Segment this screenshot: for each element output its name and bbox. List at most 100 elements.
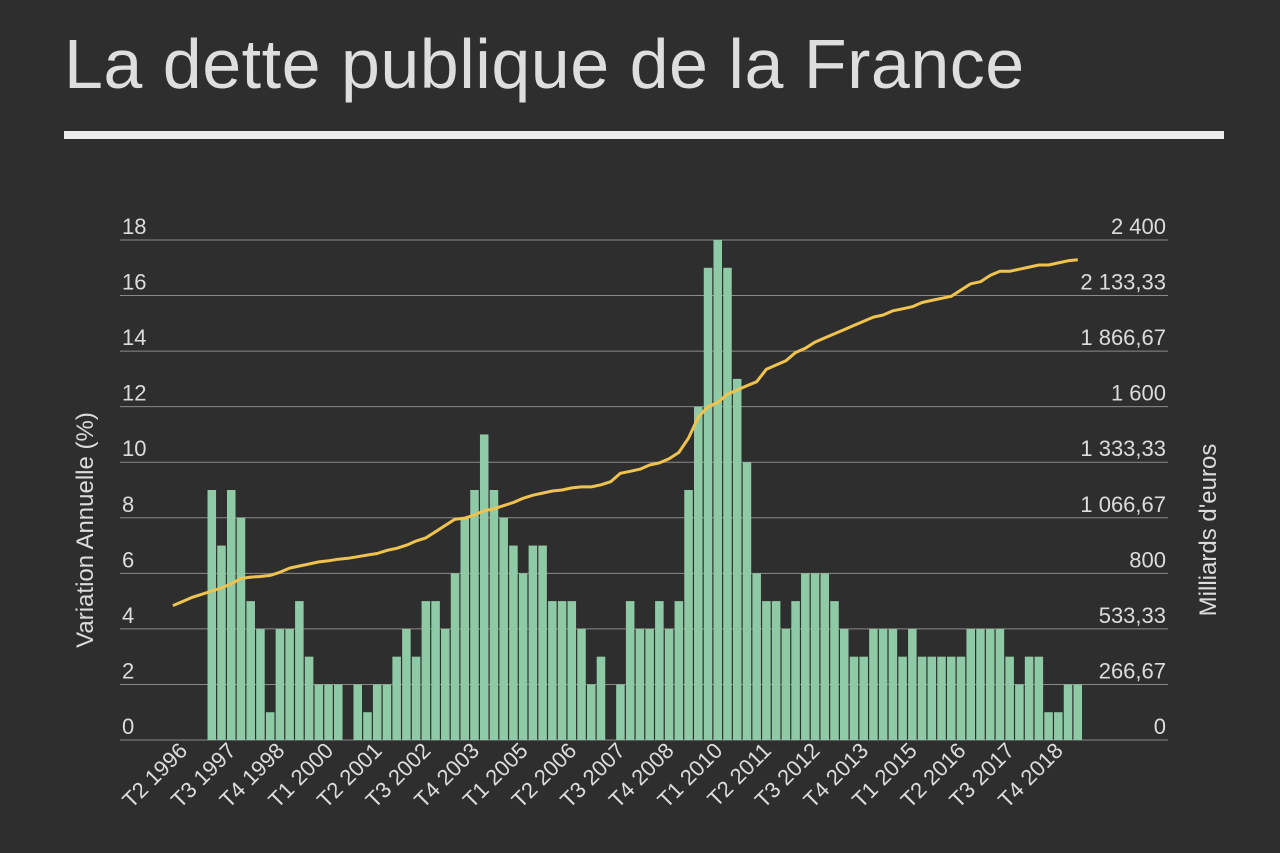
bar xyxy=(713,240,723,740)
bar xyxy=(917,656,927,740)
right-axis-ticks: 0 266,67 533,33 800 1 066,67 1 333,33 1 600 1 8… xyxy=(1080,214,1166,739)
bar xyxy=(839,628,849,740)
bar xyxy=(898,656,907,740)
title-divider xyxy=(64,131,1224,139)
bar xyxy=(450,573,460,740)
bar xyxy=(431,601,440,740)
bar xyxy=(470,490,479,740)
bar xyxy=(684,490,693,740)
bar xyxy=(635,628,645,740)
bar xyxy=(655,601,664,740)
bar xyxy=(1044,712,1053,740)
bar xyxy=(334,684,343,740)
bar xyxy=(314,684,324,740)
bar xyxy=(888,628,898,740)
bar xyxy=(411,656,421,740)
bar xyxy=(382,684,392,740)
bar xyxy=(742,462,752,740)
bar xyxy=(966,628,975,740)
y2-tick-label: 2 133,33 xyxy=(1080,270,1166,295)
y2-tick-label: 1 866,67 xyxy=(1080,325,1166,350)
y2-tick-label: 2 400 xyxy=(1111,214,1166,239)
bar xyxy=(1054,712,1063,740)
bar xyxy=(460,517,470,740)
bar xyxy=(694,406,703,740)
bar xyxy=(762,601,771,740)
y-tick-label: 8 xyxy=(122,492,134,517)
bar xyxy=(985,628,995,740)
bar xyxy=(363,712,372,740)
bar xyxy=(1063,684,1073,740)
bar xyxy=(995,628,1005,740)
page-title: La dette publique de la France xyxy=(64,25,1025,103)
y-tick-label: 16 xyxy=(122,270,146,295)
bar xyxy=(664,628,674,740)
bar xyxy=(295,601,304,740)
bar xyxy=(616,684,625,740)
y-tick-label: 2 xyxy=(122,658,134,683)
y-axis-label: Variation Annuelle (%) xyxy=(72,412,99,648)
bar xyxy=(1024,656,1034,740)
bar xyxy=(586,684,596,740)
bar xyxy=(392,656,401,740)
bar xyxy=(275,628,285,740)
debt-line-series xyxy=(172,258,1078,607)
bar xyxy=(518,573,528,740)
bar xyxy=(956,656,966,740)
y-tick-label: 4 xyxy=(122,603,134,628)
y2-tick-label: 533,33 xyxy=(1099,603,1166,628)
y-tick-label: 18 xyxy=(122,214,146,239)
debt-line xyxy=(172,258,1078,607)
bar xyxy=(781,628,791,740)
bar xyxy=(402,628,411,740)
bar xyxy=(771,601,781,740)
bar xyxy=(304,656,314,740)
y2-tick-label: 800 xyxy=(1129,547,1166,572)
bar xyxy=(927,656,937,740)
bar xyxy=(820,573,830,740)
y2-tick-label: 0 xyxy=(1154,714,1166,739)
bar xyxy=(791,601,800,740)
bar xyxy=(859,656,868,740)
bar xyxy=(830,601,839,740)
bar xyxy=(625,601,635,740)
y2-tick-label: 1 333,33 xyxy=(1080,436,1166,461)
bar xyxy=(441,628,450,740)
bar xyxy=(246,601,255,740)
bar xyxy=(976,628,985,740)
bar xyxy=(908,628,917,740)
bar xyxy=(801,573,810,740)
y-tick-label: 6 xyxy=(122,547,134,572)
y-tick-label: 12 xyxy=(122,381,146,406)
bar xyxy=(732,378,742,740)
bar xyxy=(723,267,732,740)
bar xyxy=(207,490,217,740)
bar xyxy=(499,517,508,740)
bar xyxy=(509,545,518,740)
y2-tick-label: 266,67 xyxy=(1099,658,1166,683)
bar xyxy=(324,684,333,740)
bar xyxy=(372,684,382,740)
y2-axis-label: Milliards d'euros xyxy=(1195,444,1222,617)
bar xyxy=(1073,684,1083,740)
bars-series xyxy=(207,240,1083,740)
bar xyxy=(353,684,362,740)
bar xyxy=(538,545,547,740)
left-axis-ticks: 0 2 4 6 8 10 12 14 16 18 xyxy=(122,214,146,739)
bar xyxy=(236,517,246,740)
y-tick-label: 14 xyxy=(122,325,146,350)
bar xyxy=(645,628,654,740)
y-tick-label: 10 xyxy=(122,436,146,461)
bar xyxy=(567,601,577,740)
bar xyxy=(285,628,294,740)
y-tick-label: 0 xyxy=(122,714,134,739)
y2-tick-label: 1 066,67 xyxy=(1080,492,1166,517)
bar xyxy=(810,573,820,740)
bar xyxy=(256,628,265,740)
bar xyxy=(878,628,888,740)
bar xyxy=(557,601,567,740)
bar xyxy=(1005,656,1014,740)
bar xyxy=(226,490,236,740)
